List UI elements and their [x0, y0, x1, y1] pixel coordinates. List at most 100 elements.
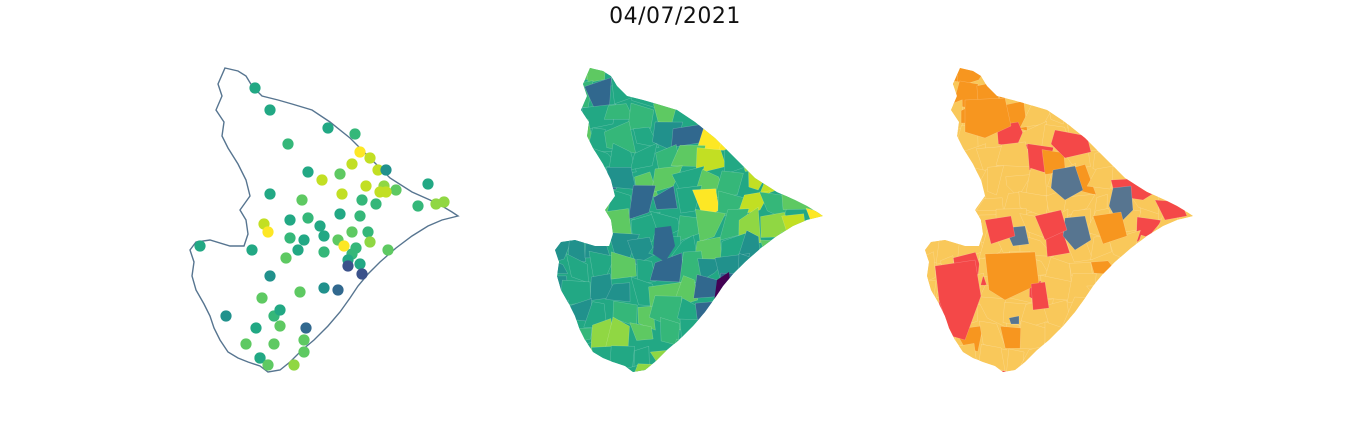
municipality: [1069, 68, 1099, 84]
municipality: [1196, 119, 1215, 149]
station-point: [284, 232, 296, 244]
municipality: [1202, 255, 1215, 280]
municipality: [804, 169, 823, 196]
municipality: [1174, 251, 1193, 282]
station-point: [280, 252, 292, 264]
municipality: [1153, 260, 1180, 285]
station-point: [298, 346, 310, 358]
municipality: [604, 208, 632, 236]
municipality: [826, 145, 845, 171]
station-point: [318, 230, 330, 242]
municipality: [780, 103, 812, 128]
municipality: [1150, 345, 1178, 372]
choropleth-map-svg: [555, 68, 845, 390]
municipality: [925, 277, 937, 305]
station-point: [412, 200, 424, 212]
municipality: [762, 322, 794, 354]
municipality: [1091, 122, 1113, 150]
municipality: [925, 366, 938, 372]
municipality: [1177, 121, 1193, 153]
municipality: [925, 98, 940, 128]
municipality: [695, 75, 728, 111]
municipality-choropleth-map: [545, 40, 845, 390]
municipality: [1207, 346, 1215, 372]
municipality: [802, 348, 823, 372]
municipality: [692, 319, 728, 345]
municipality: [827, 164, 845, 191]
municipality: [982, 366, 1005, 372]
municipality: [809, 141, 823, 177]
municipality: [1158, 362, 1184, 372]
municipality: [780, 349, 811, 372]
municipality: [1050, 165, 1084, 201]
municipality: [925, 216, 940, 235]
municipality: [827, 211, 845, 242]
station-point: [302, 212, 314, 224]
municipality: [1090, 260, 1120, 276]
municipality: [785, 75, 812, 111]
municipality: [935, 99, 963, 130]
municipality: [964, 97, 1012, 139]
municipality: [925, 305, 943, 330]
municipality: [925, 76, 942, 106]
municipality: [1182, 143, 1193, 168]
station-point: [338, 240, 350, 252]
municipality: [1001, 370, 1027, 372]
municipality: [832, 126, 845, 151]
municipality: [1114, 273, 1137, 307]
station-point: [220, 310, 232, 322]
municipality: [682, 76, 703, 108]
municipality: [790, 142, 812, 171]
municipality: [1133, 68, 1158, 88]
municipality: [1128, 295, 1161, 330]
station-point: [364, 152, 376, 164]
municipality: [1043, 363, 1075, 372]
municipality: [746, 295, 768, 326]
municipality: [931, 190, 961, 218]
municipality: [762, 124, 788, 153]
municipality: [653, 185, 678, 210]
municipality: [1034, 209, 1068, 241]
station-point: [262, 226, 274, 238]
municipality: [718, 118, 748, 151]
municipality: [630, 142, 658, 171]
municipality: [672, 68, 700, 86]
municipality: [766, 303, 794, 326]
municipality: [1114, 323, 1142, 354]
station-point: [356, 194, 368, 206]
municipality: [1090, 68, 1117, 87]
station-point: [422, 178, 434, 190]
municipality: [1067, 101, 1090, 129]
municipality: [555, 365, 569, 372]
municipality: [825, 305, 845, 330]
station-point: [382, 244, 394, 256]
class-municipalities: [925, 68, 1215, 372]
station-point: [264, 270, 276, 282]
station-point: [296, 194, 308, 206]
municipality: [984, 251, 1040, 301]
station-point: [264, 104, 276, 116]
municipality: [1174, 68, 1193, 81]
municipality: [628, 185, 656, 220]
municipality: [1194, 273, 1215, 300]
municipality: [769, 339, 782, 372]
municipality: [692, 68, 726, 82]
municipality: [555, 125, 571, 155]
station-point: [390, 184, 402, 196]
municipality: [570, 189, 591, 217]
station-point: [292, 244, 304, 256]
station-point: [316, 174, 328, 186]
municipality: [829, 366, 845, 390]
municipality: [1044, 84, 1068, 105]
municipality: [1128, 368, 1159, 372]
station-point: [336, 188, 348, 200]
municipality: [805, 99, 823, 131]
municipality: [555, 299, 572, 331]
municipality: [978, 320, 1007, 351]
station-point: [302, 166, 314, 178]
municipality: [1131, 83, 1158, 99]
municipality: [1174, 273, 1193, 301]
municipality: [1155, 78, 1186, 108]
municipality: [766, 106, 790, 122]
municipality: [737, 328, 763, 348]
